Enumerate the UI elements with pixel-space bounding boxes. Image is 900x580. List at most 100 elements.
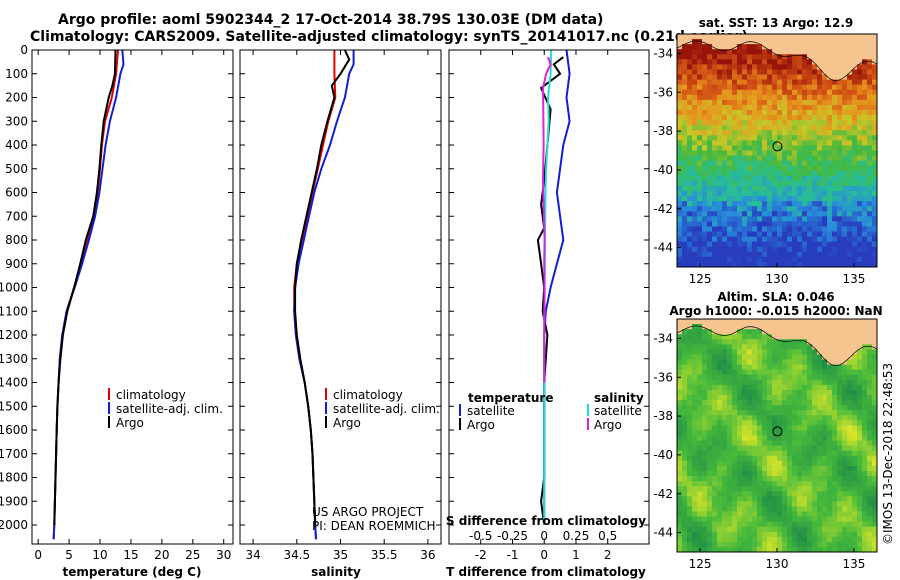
map-cell xyxy=(697,251,703,258)
map-cell xyxy=(692,135,698,141)
map-cell xyxy=(707,389,713,396)
map-cell xyxy=(722,349,728,355)
map-cell xyxy=(857,256,863,263)
map-cell xyxy=(862,69,868,75)
map-cell xyxy=(842,99,848,106)
map-cell xyxy=(747,145,753,151)
x-tick-label: 25 xyxy=(185,548,200,562)
map-cell xyxy=(687,120,693,126)
map-cell xyxy=(677,196,683,202)
map-cell xyxy=(747,256,753,263)
map-cell xyxy=(772,196,778,202)
map-cell xyxy=(822,344,828,350)
s-tick-label: -0.25 xyxy=(497,529,528,543)
map-cell xyxy=(737,476,743,482)
map-cell xyxy=(717,236,723,243)
map-cell xyxy=(702,109,708,116)
map-cell xyxy=(677,354,683,360)
map-cell xyxy=(842,541,848,548)
map-cell xyxy=(767,170,773,177)
map-cell xyxy=(717,506,723,512)
map-cell xyxy=(777,460,783,467)
map-cell xyxy=(727,481,733,487)
map-cell xyxy=(792,246,798,253)
map-cell xyxy=(852,430,858,436)
map-y-tick-label: -44 xyxy=(653,241,673,255)
map-cell xyxy=(797,115,803,121)
map-cell xyxy=(697,339,703,345)
map-cell xyxy=(862,251,868,258)
map-cell xyxy=(717,415,723,421)
map-cell xyxy=(732,120,738,126)
map-cell xyxy=(777,425,783,431)
map-cell xyxy=(722,455,728,462)
map-cell xyxy=(822,329,828,335)
map-cell xyxy=(857,400,863,406)
map-cell xyxy=(822,415,828,421)
map-cell xyxy=(772,334,778,340)
map-cell xyxy=(837,506,843,512)
map-cell xyxy=(782,394,788,401)
map-cell xyxy=(862,109,868,116)
map-cell xyxy=(782,445,788,452)
map-cell xyxy=(707,74,713,80)
map-cell xyxy=(852,165,858,172)
map-cell xyxy=(692,481,698,487)
map-cell xyxy=(787,400,793,406)
map-cell xyxy=(862,94,868,101)
map-cell xyxy=(692,115,698,121)
difference-xlabel: T difference from climatology xyxy=(446,565,646,579)
map-cell xyxy=(872,94,878,101)
map-cell xyxy=(717,34,723,40)
map-cell xyxy=(807,501,813,507)
map-cell xyxy=(727,236,733,243)
map-cell xyxy=(762,476,768,482)
map-cell xyxy=(862,511,868,517)
map-cell xyxy=(797,379,803,386)
map-cell xyxy=(767,531,773,538)
map-cell xyxy=(822,425,828,431)
map-cell xyxy=(767,445,773,452)
map-cell xyxy=(837,211,843,217)
map-cell xyxy=(687,140,693,146)
map-cell xyxy=(812,400,818,406)
map-cell xyxy=(817,496,823,502)
legend-title-salinity: salinity xyxy=(594,391,644,405)
map-cell xyxy=(727,339,733,345)
map-cell xyxy=(747,546,753,553)
map-cell xyxy=(772,201,778,207)
map-cell xyxy=(797,476,803,482)
map-cell xyxy=(812,379,818,386)
map-cell xyxy=(757,236,763,243)
map-cell xyxy=(802,59,808,65)
map-cell xyxy=(797,324,803,330)
map-cell xyxy=(832,369,838,376)
map-cell xyxy=(857,241,863,248)
map-cell xyxy=(832,115,838,121)
map-cell xyxy=(862,516,868,523)
map-cell xyxy=(862,410,868,416)
map-cell xyxy=(797,384,803,391)
map-cell xyxy=(827,531,833,538)
map-cell xyxy=(827,354,833,360)
map-cell xyxy=(827,140,833,146)
credit-line-2: PI: DEAN ROEMMICH xyxy=(312,519,435,533)
map-cell xyxy=(822,445,828,452)
map-cell xyxy=(807,541,813,548)
map-cell xyxy=(817,516,823,523)
map-cell xyxy=(757,501,763,507)
map-cell xyxy=(722,405,728,411)
map-cell xyxy=(812,329,818,335)
map-cell xyxy=(752,216,758,222)
map-cell xyxy=(862,536,868,543)
map-cell xyxy=(707,241,713,248)
map-cell xyxy=(847,364,853,371)
map-cell xyxy=(757,120,763,126)
map-cell xyxy=(742,536,748,543)
map-cell xyxy=(817,481,823,487)
map-cell xyxy=(802,476,808,482)
map-cell xyxy=(812,130,818,136)
map-cell xyxy=(692,256,698,263)
map-cell xyxy=(687,460,693,467)
map-cell xyxy=(682,64,688,70)
